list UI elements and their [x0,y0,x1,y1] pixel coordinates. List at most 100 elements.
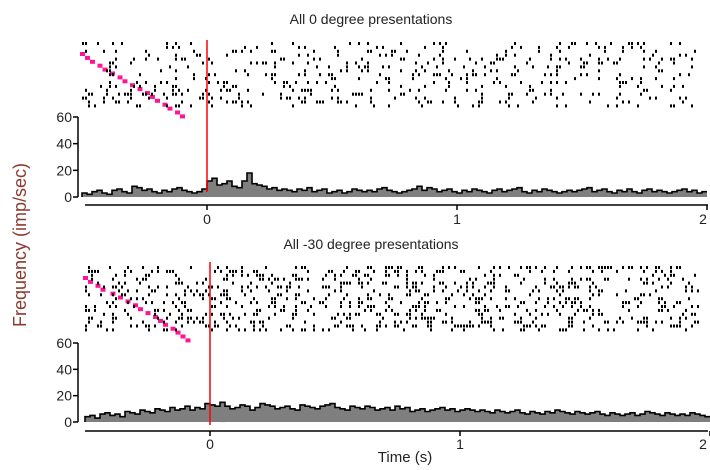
alignment-marker [170,326,176,331]
raster-spike [238,316,240,320]
raster-spike [493,273,495,277]
raster-spike [610,266,612,269]
raster-spike [481,57,483,61]
raster-spike [100,293,102,297]
histogram-bar [312,191,317,197]
raster-spike [322,301,324,305]
histogram-bar [245,406,250,422]
histogram-bar [652,191,657,197]
raster-spike [247,285,249,289]
raster-spike [565,328,567,332]
raster-spike [265,285,267,289]
histogram-bar [447,189,452,197]
raster-spike [409,289,411,293]
raster-spike [469,277,471,281]
raster-spike [91,273,93,277]
raster-spike [235,324,237,328]
raster-spike [544,277,546,281]
raster-spike [658,69,660,73]
raster-spike [601,269,603,273]
raster-spike [82,96,84,100]
raster-spike [118,281,120,285]
raster-spike [247,73,249,77]
raster-spike [433,289,435,293]
raster-spike [175,57,177,61]
raster-spike [223,289,225,293]
histogram-bar [390,410,395,422]
raster-spike [508,305,510,308]
raster-spike [202,96,204,100]
raster-spike [436,269,438,273]
raster-spike [139,104,141,108]
histogram-bar [680,414,685,422]
histogram-bar [232,186,237,197]
raster-spike [259,308,261,312]
raster-spike [358,77,360,81]
histogram-bar [167,191,172,197]
raster-spike [673,77,675,81]
raster-spike [445,312,447,316]
raster-spike [538,45,540,49]
raster-spike [454,100,456,104]
raster-spike [166,285,168,289]
raster-spike [274,81,276,84]
raster-spike [253,312,255,316]
raster-spike [112,96,114,100]
raster-spike [478,312,480,316]
histogram-bar [645,411,650,422]
raster-spike [505,297,507,301]
raster-spike [691,289,693,293]
raster-spike [655,266,657,269]
raster-spike [154,289,156,293]
raster-spike [112,320,114,324]
raster-spike [364,308,366,312]
raster-spike [226,53,228,57]
raster-spike [235,69,237,73]
raster-spike [592,92,594,96]
raster-spike [415,285,417,289]
histogram-bar [435,408,440,422]
raster-spike [301,277,303,281]
panel-title: All 0 degree presentations [290,11,453,27]
raster-spike [412,73,414,77]
raster-spike [505,53,507,57]
raster-spike [112,328,114,332]
raster-spike [391,308,393,312]
raster-spike [253,320,255,324]
raster-spike [586,61,588,65]
histogram-bar [407,190,412,197]
histogram-bar [117,189,122,197]
alignment-marker [167,106,173,111]
raster-spike [478,297,480,301]
raster-spike [457,324,459,328]
raster-spike [277,285,279,289]
raster-spike [484,305,486,308]
alignment-marker [80,52,85,56]
raster-spike [436,73,438,77]
raster-spike [391,49,393,53]
raster-spike [619,84,621,88]
raster-spike [178,297,180,301]
raster-spike [439,42,441,45]
raster-spike [289,281,291,285]
raster-spike [85,96,87,100]
raster-spike [529,88,531,92]
raster-spike [496,305,498,308]
raster-spike [202,281,204,285]
raster-spike [157,57,159,61]
histogram-bar [170,407,175,422]
raster-spike [400,57,402,61]
raster-spike [157,285,159,289]
raster-spike [487,308,489,312]
histogram-bar [87,194,92,197]
y-axis-label: Frequency (imp/sec) [10,163,30,327]
raster-spike [571,301,573,305]
raster-spike [679,320,681,324]
histogram-bar [602,189,607,197]
raster-spike [349,42,351,45]
raster-spike [445,88,447,92]
raster-spike [373,104,375,108]
raster-spike [427,316,429,320]
raster-spike [175,320,177,324]
raster-spike [85,285,87,289]
